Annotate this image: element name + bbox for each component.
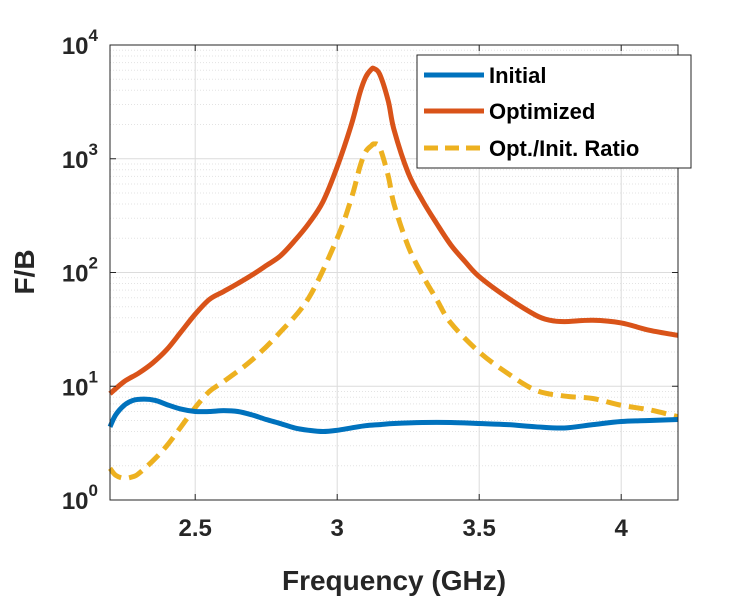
legend: Initial Optimized Opt./Init. Ratio [416,54,692,169]
series-optimized-line [108,65,679,396]
x-tick-label: 4 [615,515,629,542]
y-tick-label: 101 [62,367,98,401]
legend-label-ratio: Opt./Init. Ratio [489,136,639,161]
y-tick-label: 100 [62,481,98,515]
x-axis-title: Frequency (GHz) [282,565,506,596]
legend-label-initial: Initial [489,63,546,88]
y-tick-exponent: 4 [89,26,99,45]
series-initial-line [107,396,679,435]
y-tick-base: 10 [62,261,89,288]
x-tick-labels: 2.5 3 3.5 4 [179,515,629,542]
y-tick-exponent: 1 [89,367,98,386]
legend-label-optimized: Optimized [489,99,595,124]
y-tick-base: 10 [62,488,89,515]
y-tick-base: 10 [62,33,89,60]
y-tick-exponent: 2 [89,254,98,273]
y-tick-base: 10 [62,374,89,401]
y-tick-label: 102 [62,254,98,288]
y-tick-label: 103 [62,140,98,174]
y-tick-exponent: 3 [89,140,98,159]
x-tick-label: 3.5 [463,515,496,542]
x-tick-label: 2.5 [179,515,212,542]
x-tick-label: 3 [331,515,344,542]
y-tick-base: 10 [62,147,89,174]
y-tick-label: 104 [62,26,99,60]
series-layer [107,65,679,481]
y-axis-title: F/B [9,249,40,294]
y-tick-exponent: 0 [89,481,98,500]
